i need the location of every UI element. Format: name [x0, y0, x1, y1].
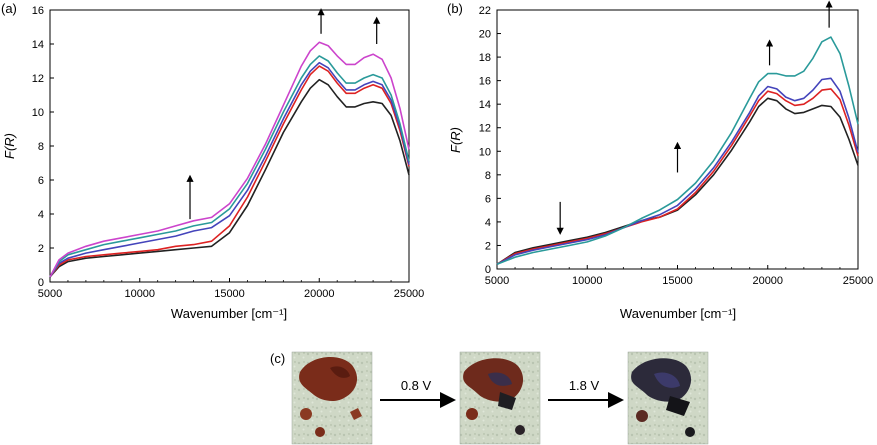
- chart-b-ytick-label: 14: [479, 99, 491, 111]
- chart-a-ylabel: F(R): [2, 133, 17, 159]
- chart-b-series-line-1: [496, 97, 859, 265]
- chart-a-ytick-label: 4: [38, 209, 44, 221]
- chart-a-ytick-label: 16: [32, 5, 44, 17]
- chart-b-xtick-label: 15000: [662, 275, 693, 287]
- chart-b-plot-frame: [496, 9, 859, 270]
- chart-b-ytick-label: 12: [479, 123, 491, 135]
- step-label-1: 0.8 V: [401, 378, 432, 393]
- chart-b-ytick-label: 18: [479, 52, 491, 64]
- chart-b-xtick-label: 25000: [843, 275, 874, 287]
- sample-photo-2: [459, 351, 541, 445]
- chart-a-ytick-label: 10: [32, 107, 44, 119]
- chart-b-ylabel: F(R): [448, 127, 463, 153]
- step-label-2: 1.8 V: [569, 378, 600, 393]
- chart-b-xlabel: Wavenumber [cm⁻¹]: [620, 306, 736, 321]
- chart-a-series-group: [49, 41, 410, 278]
- chart-a-xlabel: Wavenumber [cm⁻¹]: [171, 306, 287, 321]
- chart-b-series-line-3: [496, 77, 859, 266]
- chart-b-ticks: 5000 10000 15000 20000 25000 0 2 4 6 8 10 12 14 16 18 2…: [479, 5, 874, 287]
- chart-b-xtick-label: 20000: [752, 275, 783, 287]
- panel-label-a: (a): [1, 1, 17, 16]
- photo-sequence: 0.8 V 1.8 V: [291, 351, 709, 445]
- chart-b: 5000 10000 15000 20000 25000 0 2 4 6 8 10 12 14 16 18 2…: [448, 0, 874, 321]
- chart-b-series-line-4: [496, 36, 859, 266]
- chart-a-series-line-1: [49, 78, 410, 278]
- chart-b-xtick-label: 10000: [572, 275, 603, 287]
- chart-a-ytick-label: 12: [32, 73, 44, 85]
- chart-a-xtick-label: 15000: [214, 288, 245, 300]
- chart-a-xtick-label: 20000: [304, 288, 335, 300]
- chart-b-xtick-label: 5000: [485, 275, 509, 287]
- chart-a-arrows: [186, 8, 381, 220]
- chart-b-ytick-label: 0: [485, 264, 491, 276]
- chart-a-xtick-label: 25000: [394, 288, 425, 300]
- panel-label-c: (c): [270, 351, 285, 366]
- chart-a-series-line-2: [49, 65, 410, 278]
- chart-a-series-line-4: [49, 55, 410, 278]
- chart-b-ytick-label: 20: [479, 29, 491, 41]
- chart-a-ytick-label: 8: [38, 141, 44, 153]
- chart-a-xtick-label: 5000: [38, 288, 62, 300]
- chart-b-ytick-label: 2: [485, 240, 491, 252]
- chart-a-ytick-label: 0: [38, 277, 44, 289]
- chart-b-arrows: [556, 0, 833, 235]
- chart-b-ytick-label: 22: [479, 5, 491, 17]
- chart-b-ytick-label: 16: [479, 76, 491, 88]
- chart-b-series-line-2: [496, 88, 859, 265]
- panel-label-b: (b): [447, 1, 463, 16]
- chart-a-series-line-5: [49, 41, 410, 278]
- chart-a-ytick-label: 2: [38, 243, 44, 255]
- chart-b-ytick-label: 10: [479, 146, 491, 158]
- chart-a: 5000 10000 15000 20000 25000 0 2 4 6 8 10 12 14 16 Wa…: [2, 5, 424, 321]
- chart-b-series-group: [496, 36, 859, 266]
- chart-a-ytick-label: 6: [38, 175, 44, 187]
- chart-b-ytick-label: 8: [485, 170, 491, 182]
- chart-a-ytick-label: 14: [32, 39, 44, 51]
- chart-b-ytick-label: 4: [485, 217, 491, 229]
- chart-a-xtick-label: 10000: [124, 288, 155, 300]
- sample-photo-1: [291, 351, 373, 445]
- sample-photo-3: [627, 351, 709, 445]
- chart-a-ticks: 5000 10000 15000 20000 25000 0 2 4 6 8 10 12 14 16: [32, 5, 425, 300]
- chart-b-ytick-label: 6: [485, 193, 491, 205]
- chart-a-series-line-3: [49, 61, 410, 278]
